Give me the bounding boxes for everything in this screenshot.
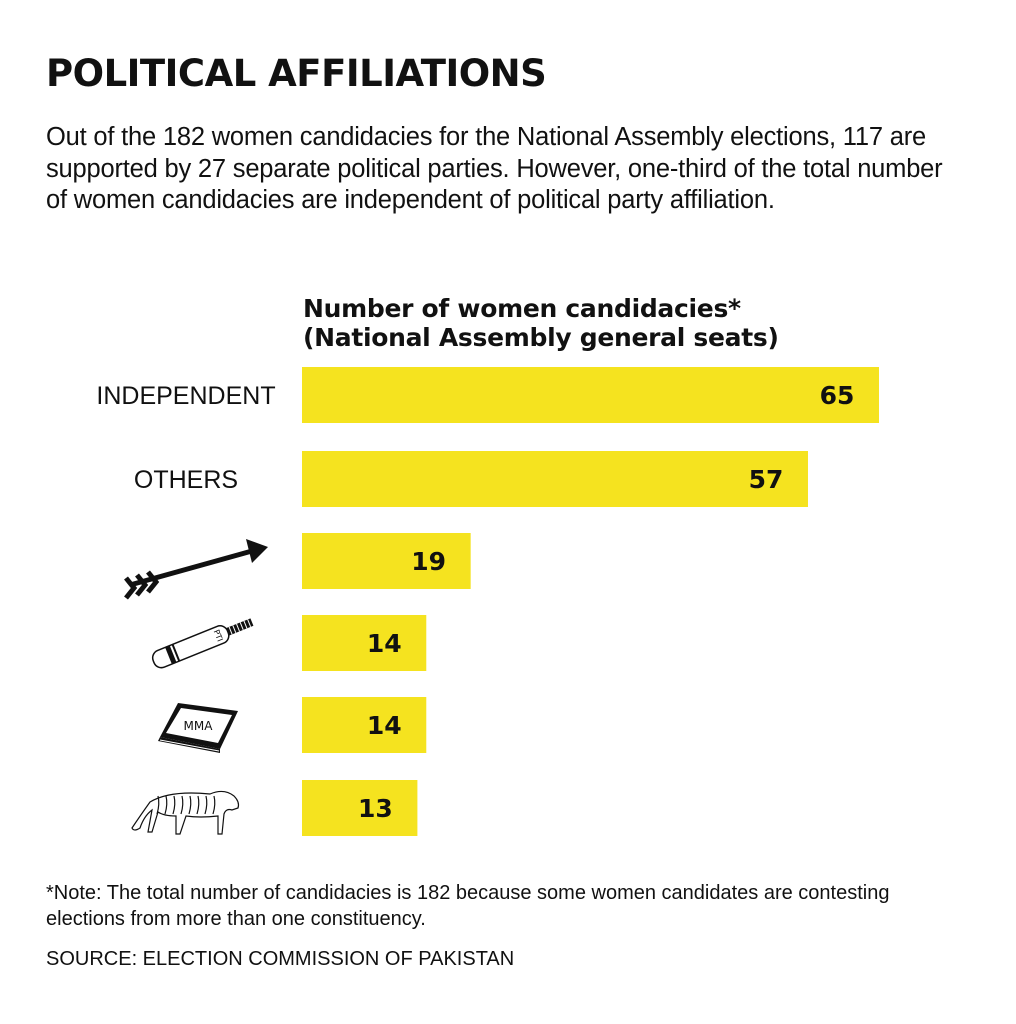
category-label: OTHERS: [134, 466, 238, 494]
category-label: INDEPENDENT: [96, 382, 275, 410]
page-title: POLITICAL AFFILIATIONS: [46, 52, 547, 95]
chart-title-block: Number of women candidacies* (National A…: [303, 294, 779, 352]
value-label: 14: [367, 629, 402, 658]
svg-text:MMA: MMA: [184, 719, 214, 733]
bar: [302, 697, 427, 753]
tiger-icon: [131, 790, 240, 835]
value-label: 19: [411, 547, 446, 576]
source-credit: SOURCE: ELECTION COMMISSION OF PAKISTAN: [46, 948, 515, 970]
value-label: 65: [820, 381, 855, 410]
bar: [302, 367, 879, 423]
book-icon: MMA: [158, 703, 238, 753]
bar: [302, 615, 427, 671]
bar: [302, 451, 808, 507]
chart-title: Number of women candidacies*: [303, 294, 741, 323]
value-label: 14: [367, 711, 402, 740]
bar: [302, 533, 471, 589]
footnote: *Note: The total number of candidacies i…: [46, 882, 890, 930]
value-label: 13: [358, 794, 393, 823]
arrow-icon: [124, 539, 268, 600]
value-label: 57: [749, 465, 784, 494]
cricket-bat-icon: PTI: [151, 618, 254, 669]
svg-text:PTI: PTI: [212, 628, 225, 643]
intro-text: Out of the 182 women candidacies for the…: [46, 123, 943, 214]
bars-group: 65 INDEPENDENT 57 OTHERS 19 14 14 13: [96, 367, 879, 836]
icons-group: PTI MMA: [124, 539, 268, 835]
chart-subtitle: (National Assembly general seats): [303, 323, 779, 352]
bar: [302, 780, 418, 836]
